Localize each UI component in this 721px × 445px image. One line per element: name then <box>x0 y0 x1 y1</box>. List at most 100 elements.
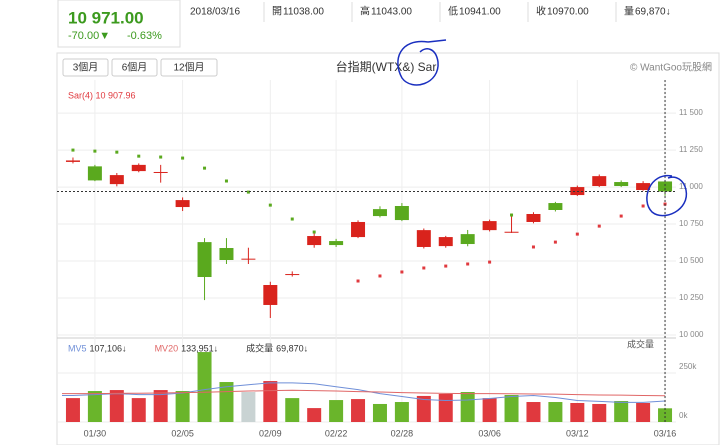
volume-bar <box>175 391 190 422</box>
volume-bar <box>307 408 322 422</box>
candle-body <box>219 248 234 260</box>
y-tick-label: 10 500 <box>679 256 704 265</box>
sar-dot <box>312 230 316 234</box>
volume-bar <box>592 403 607 422</box>
candle-body <box>109 175 124 185</box>
range-button[interactable] <box>62 58 109 77</box>
range-button[interactable] <box>111 58 158 77</box>
sar-dot <box>510 213 514 217</box>
volume-bar <box>526 402 541 422</box>
sar-dot <box>531 245 535 249</box>
candle-body <box>460 234 475 245</box>
sar-dot <box>268 203 272 207</box>
field-label: 低 <box>448 5 458 18</box>
volume-bar <box>197 352 212 422</box>
date: 2018/03/16 <box>190 7 240 18</box>
volume-bar <box>460 392 475 422</box>
candle-body <box>482 221 497 231</box>
sar-dot <box>575 232 579 236</box>
field-value: 11043.00 <box>371 7 412 18</box>
annotation-circle <box>397 39 447 86</box>
candle-body <box>438 237 453 247</box>
sar-dot <box>290 217 294 221</box>
percent: -0.63% <box>127 30 162 42</box>
candle-body <box>87 166 102 181</box>
range-button[interactable] <box>160 58 218 77</box>
sar-dot <box>597 224 601 228</box>
moving-average-line <box>62 382 666 403</box>
field-label: 量 <box>624 6 634 18</box>
plot: 10 000 10 250 10 500 10 750 11 000 11 250 11 5… <box>57 80 704 438</box>
range-button-label[interactable]: 6個月 <box>122 61 148 74</box>
candle-body <box>614 182 629 187</box>
x-tick-label: 02/05 <box>171 428 194 438</box>
candle-body <box>416 230 431 247</box>
range-button-label[interactable]: 3個月 <box>73 61 99 74</box>
y-tick-label: 11 500 <box>679 108 703 117</box>
sar-dot <box>400 270 404 274</box>
volume-bar <box>241 392 256 422</box>
candle-body <box>592 176 607 187</box>
x-tick-label: 03/06 <box>478 428 501 438</box>
sar-dot <box>356 279 360 283</box>
y-tick-label: 10 000 <box>679 330 704 339</box>
legend-name: MV5 <box>68 343 87 353</box>
chart-title: 台指期(WTX&) Sar <box>336 59 437 74</box>
candle-body <box>548 203 563 210</box>
volume-bar <box>636 402 651 422</box>
volume-bar <box>658 408 673 422</box>
x-tick-label: 02/09 <box>259 428 282 438</box>
volume-bar <box>570 402 585 422</box>
sar-dot <box>422 266 426 270</box>
sar-dot <box>71 148 75 152</box>
sar-dot <box>93 149 97 153</box>
candle-body <box>285 274 300 276</box>
sar-dot <box>159 155 163 159</box>
candle-body <box>197 242 212 278</box>
candle-body <box>329 241 344 246</box>
volume-bar <box>131 398 146 422</box>
candle-body <box>153 171 168 173</box>
candle-body <box>394 206 409 221</box>
sar-dot <box>619 214 623 218</box>
sar-dot <box>181 156 185 160</box>
legend-name: MV20 <box>155 343 179 353</box>
volume-axis-label: 成交量 <box>627 338 654 349</box>
volume-bar <box>548 402 563 422</box>
volume-bar <box>394 402 409 422</box>
field-label: 高 <box>360 5 370 18</box>
candle-body <box>658 181 673 192</box>
sar-dot <box>137 154 141 158</box>
sar-dot <box>553 240 557 244</box>
sar-dot <box>444 264 448 268</box>
x-tick-label: 03/16 <box>654 428 677 438</box>
volume-bar <box>372 403 387 422</box>
legend-value: 107,106↓ <box>90 343 127 353</box>
moving-average-line <box>62 389 666 397</box>
legend-value: 69,870↓ <box>276 343 308 353</box>
annotation-circle <box>646 175 688 217</box>
y-tick-label: 11 000 <box>679 182 703 191</box>
field-value: 69,870↓ <box>635 7 671 18</box>
candle-body <box>241 258 256 260</box>
candle-body <box>263 285 278 305</box>
change: -70.00▼ <box>68 30 110 42</box>
candle-body <box>131 164 146 172</box>
volume-bar <box>65 398 80 422</box>
y-tick-label: 11 250 <box>679 145 703 154</box>
sar-dot <box>488 260 492 264</box>
sar-dot <box>246 190 250 194</box>
range-button-label[interactable]: 12個月 <box>173 61 204 74</box>
x-tick-label: 02/22 <box>325 428 348 438</box>
credit: © WantGoo玩股網 <box>630 61 712 74</box>
sar-dot <box>641 204 645 208</box>
volume-bar <box>285 398 300 422</box>
volume-bar <box>263 381 278 422</box>
volume-bar <box>351 399 366 422</box>
volume-bar <box>219 382 234 422</box>
field-label: 開 <box>272 6 282 18</box>
volume-tick-label: 0k <box>679 411 688 420</box>
buttons: 3個月 6個月 12個月 <box>62 58 218 77</box>
volume-bar <box>614 401 629 422</box>
